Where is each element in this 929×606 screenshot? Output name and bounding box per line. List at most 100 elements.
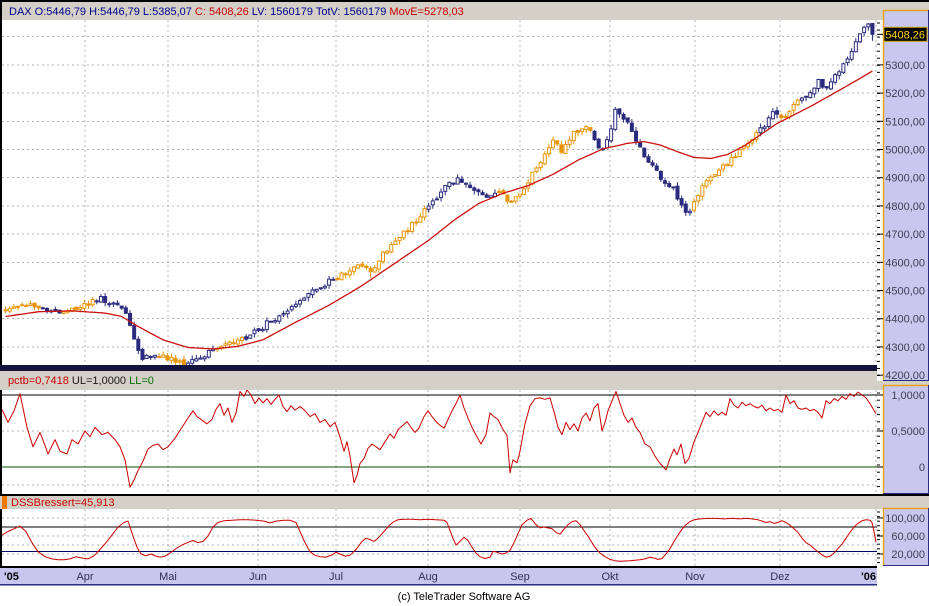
- candle[interactable]: [716, 169, 721, 177]
- candle[interactable]: [161, 354, 166, 358]
- candle[interactable]: [239, 336, 244, 341]
- candle[interactable]: [94, 300, 99, 303]
- candle[interactable]: [45, 308, 50, 312]
- candle[interactable]: [799, 97, 804, 101]
- candle[interactable]: [335, 277, 340, 280]
- candle[interactable]: [617, 108, 622, 115]
- candle[interactable]: [190, 359, 195, 364]
- candle[interactable]: [69, 307, 74, 312]
- candle[interactable]: [455, 177, 460, 185]
- dss-plot[interactable]: [2, 517, 877, 562]
- main-header-bar[interactable]: [0, 2, 929, 20]
- candle[interactable]: [235, 339, 240, 345]
- candle[interactable]: [269, 320, 274, 323]
- candle[interactable]: [546, 147, 551, 155]
- candle[interactable]: [687, 210, 692, 214]
- candle[interactable]: [310, 289, 315, 296]
- candle[interactable]: [625, 117, 630, 123]
- candle[interactable]: [223, 343, 228, 346]
- candle[interactable]: [277, 315, 282, 322]
- candle[interactable]: [530, 171, 535, 185]
- candle[interactable]: [497, 190, 502, 193]
- candle[interactable]: [837, 71, 842, 76]
- candle[interactable]: [509, 200, 514, 203]
- candle[interactable]: [824, 86, 829, 89]
- candle[interactable]: [642, 147, 647, 158]
- pctb-plot-bg[interactable]: [2, 390, 877, 493]
- candle[interactable]: [322, 285, 327, 289]
- candle[interactable]: [302, 297, 307, 301]
- candle[interactable]: [422, 208, 427, 218]
- dss-line[interactable]: [2, 517, 877, 562]
- candle[interactable]: [231, 342, 236, 345]
- candle[interactable]: [136, 338, 141, 351]
- candle[interactable]: [629, 122, 634, 132]
- candle[interactable]: [476, 189, 481, 193]
- candle[interactable]: [841, 63, 846, 73]
- candle[interactable]: [609, 128, 614, 142]
- candle[interactable]: [534, 167, 539, 173]
- candle[interactable]: [285, 310, 290, 315]
- candle[interactable]: [634, 130, 639, 142]
- candle[interactable]: [704, 180, 709, 187]
- candle[interactable]: [538, 162, 543, 169]
- candle[interactable]: [78, 306, 83, 310]
- candle[interactable]: [401, 230, 406, 239]
- candle[interactable]: [849, 50, 854, 60]
- candle[interactable]: [90, 298, 95, 306]
- candle[interactable]: [393, 240, 398, 246]
- candle[interactable]: [459, 178, 464, 183]
- candle[interactable]: [463, 182, 468, 185]
- candle[interactable]: [870, 22, 875, 35]
- candle[interactable]: [36, 305, 41, 309]
- candle[interactable]: [812, 87, 817, 95]
- candle[interactable]: [580, 128, 585, 132]
- candle[interactable]: [833, 74, 838, 83]
- candle[interactable]: [40, 307, 45, 310]
- candle[interactable]: [74, 306, 79, 311]
- candle[interactable]: [439, 191, 444, 199]
- candle[interactable]: [372, 267, 377, 273]
- dss-axis-scale[interactable]: [883, 508, 929, 566]
- candle[interactable]: [16, 305, 21, 308]
- candle[interactable]: [866, 23, 871, 28]
- candle[interactable]: [542, 153, 547, 165]
- candle[interactable]: [414, 221, 419, 224]
- candle[interactable]: [725, 163, 730, 167]
- candle[interactable]: [451, 182, 456, 185]
- candle[interactable]: [405, 230, 410, 233]
- candle[interactable]: [202, 356, 207, 360]
- candle[interactable]: [186, 362, 191, 367]
- candle[interactable]: [592, 130, 597, 141]
- candle[interactable]: [650, 162, 655, 166]
- candle[interactable]: [327, 278, 332, 286]
- candle[interactable]: [281, 313, 286, 316]
- candle[interactable]: [273, 320, 278, 323]
- candle[interactable]: [165, 355, 170, 361]
- candle[interactable]: [82, 303, 87, 309]
- candle[interactable]: [712, 174, 717, 178]
- candle[interactable]: [376, 260, 381, 270]
- candle[interactable]: [646, 156, 651, 163]
- candle[interactable]: [484, 194, 489, 198]
- candle[interactable]: [443, 185, 448, 192]
- candle[interactable]: [613, 108, 618, 130]
- candle[interactable]: [181, 359, 186, 366]
- pctb-line[interactable]: [2, 390, 877, 488]
- candle[interactable]: [663, 180, 668, 184]
- candle[interactable]: [140, 348, 145, 360]
- candle[interactable]: [244, 336, 249, 340]
- candle[interactable]: [339, 272, 344, 281]
- candle[interactable]: [318, 287, 323, 290]
- candle[interactable]: [654, 165, 659, 171]
- candle[interactable]: [828, 81, 833, 90]
- candle[interactable]: [480, 192, 485, 196]
- candle[interactable]: [289, 305, 294, 311]
- candle[interactable]: [845, 58, 850, 64]
- pctb-plot[interactable]: [2, 390, 877, 488]
- candle[interactable]: [293, 303, 298, 307]
- candle[interactable]: [107, 303, 112, 306]
- candle[interactable]: [737, 149, 742, 157]
- candle[interactable]: [206, 350, 211, 358]
- candle[interactable]: [621, 113, 626, 120]
